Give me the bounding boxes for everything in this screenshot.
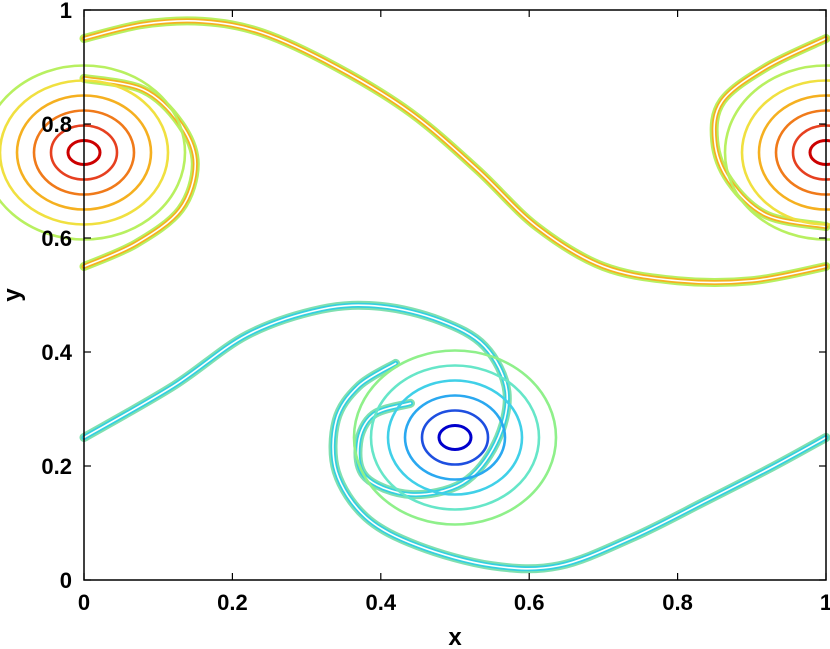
tick-layer: 0 0.2 0.4 0.6 0.8 1 0 0.2 0.4 0.6 0.8 1 (41, 0, 830, 615)
vortex-2-contour-5 (0, 64, 187, 241)
y-axis-label: y (0, 288, 26, 302)
filament-lower-band-1 (81, 302, 510, 498)
y-tick-label: 0 (60, 568, 72, 593)
vortex-1-contour-2 (774, 109, 830, 196)
vortex-0-contour-3 (386, 379, 524, 496)
x-tick-label: 0.8 (662, 590, 693, 615)
filament-layer (79, 16, 830, 574)
x-tick-label: 0.6 (514, 590, 545, 615)
x-tick-label: 0.2 (217, 590, 248, 615)
filament-lower-tail-band-0 (328, 358, 830, 574)
vortex-0-contour-0 (437, 424, 473, 451)
x-tick-label: 0 (78, 590, 90, 615)
vortex-0-contour-4 (369, 364, 541, 511)
filament-lower-tail-band-2 (332, 362, 827, 570)
x-axis-label: x (448, 624, 462, 649)
filament-upper-tail-right-band-2 (713, 37, 827, 228)
plot-frame (83, 9, 827, 581)
vortex-0-contour-5 (352, 349, 558, 526)
y-tick-label: 0.2 (41, 454, 72, 479)
x-tick-label: 1 (820, 590, 830, 615)
filament-upper-band-2 (83, 20, 827, 284)
filament-upper-tail-left-band-2 (83, 77, 197, 268)
x-tick-label: 0.4 (366, 590, 397, 615)
y-tick-label: 0.6 (41, 226, 72, 251)
vortex-0-contour-1 (420, 409, 490, 466)
y-tick-label: 0.4 (41, 340, 72, 365)
vortex-layer (0, 64, 830, 526)
vortex-0-contour-2 (403, 394, 507, 481)
y-tick-label: 1 (60, 0, 72, 23)
y-tick-label: 0.8 (41, 112, 72, 137)
vortex-1-contour-3 (757, 94, 830, 211)
vortex-1-contour-0 (808, 139, 830, 166)
